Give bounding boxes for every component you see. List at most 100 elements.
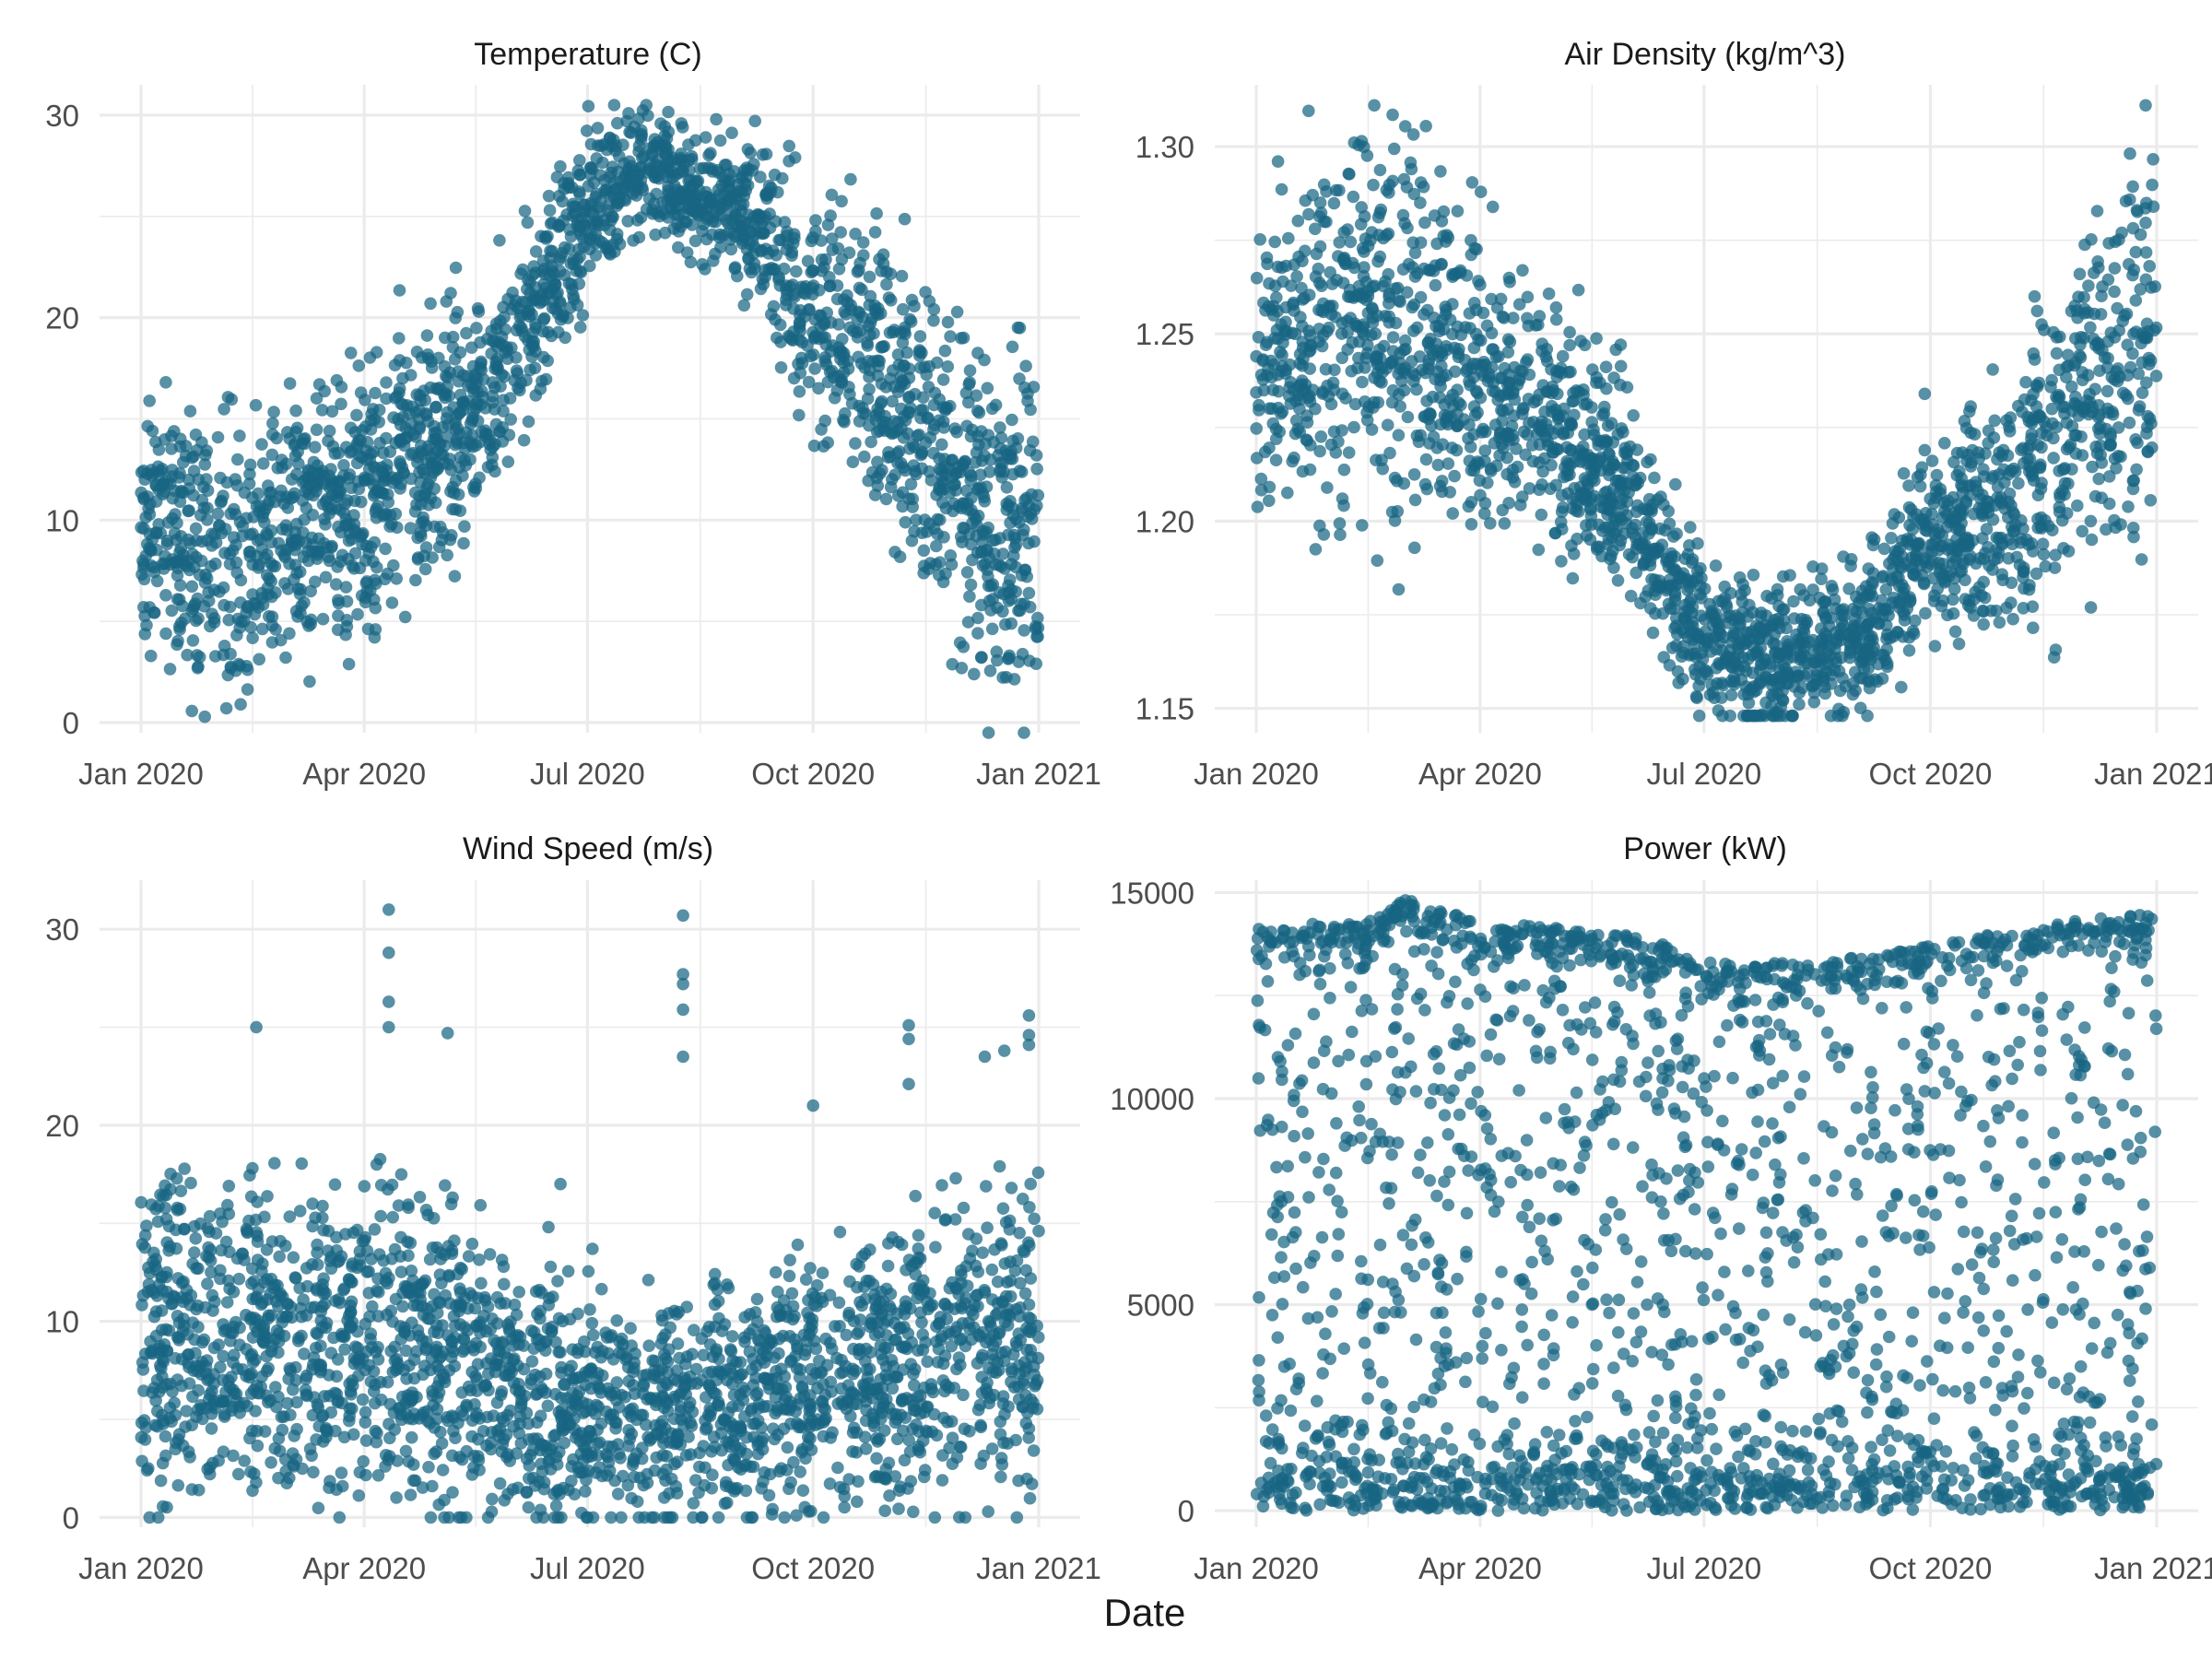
data-point [227,1449,240,1463]
data-point [1361,338,1374,352]
data-point [451,436,464,450]
data-point [2149,370,2163,382]
data-point [1006,509,1020,522]
data-point [298,595,311,609]
data-point [1566,571,1580,585]
data-point [922,381,935,394]
data-point [849,437,862,450]
data-point [1482,367,1496,381]
data-point [1317,178,1331,192]
data-point [1321,379,1334,393]
data-point [808,362,821,375]
data-point [215,526,229,540]
data-point [1837,705,1851,719]
data-point [1712,621,1726,635]
data-point [135,521,147,535]
data-point [754,282,768,296]
data-point [793,408,806,422]
data-point [387,559,400,572]
data-point [1484,517,1497,530]
data-point [1368,279,1382,293]
data-point [799,280,812,293]
data-point [771,331,783,345]
data-point [1343,168,1356,181]
data-point [1817,675,1830,688]
data-point [280,543,293,557]
data-point [1008,541,1021,554]
data-point [1473,457,1486,470]
data-point [1446,267,1459,281]
data-point [982,726,995,739]
data-point [301,472,314,485]
data-point [1472,275,1485,288]
data-point [725,191,738,204]
data-point [1471,406,1484,419]
data-point [1681,547,1695,561]
data-point [1321,481,1334,494]
data-point [1594,451,1607,465]
data-point [1833,684,1847,698]
data-point [927,423,940,436]
data-point [1329,311,1342,324]
data-point [1995,537,2009,551]
data-point [913,346,926,359]
data-point [1434,165,1447,178]
data-point [904,477,918,491]
data-point [500,352,514,366]
data-point [1565,539,1578,552]
data-point [843,1275,856,1288]
data-point [1910,554,1923,567]
data-point [1724,709,1736,723]
data-point [871,425,884,439]
data-point [1441,457,1455,470]
data-point [659,160,672,174]
data-point [404,1488,418,1501]
data-point [1660,583,1673,597]
data-point [1607,561,1620,574]
data-point [398,610,412,624]
data-point [2139,217,2152,229]
data-point [2095,491,2109,504]
data-point [263,610,276,623]
data-point [247,511,261,524]
data-point [852,350,865,364]
data-point [2108,262,2122,275]
data-point [964,578,978,592]
data-point [230,629,243,641]
data-point [1398,334,1412,347]
data-point [586,216,600,229]
data-point [1941,543,1954,556]
data-point [640,99,653,112]
data-point [1885,574,1899,587]
y-tick-label: 1.20 [1135,504,1194,538]
data-point [1406,128,1420,141]
data-point [877,340,890,353]
data-point [152,518,165,531]
data-point [1329,446,1343,459]
data-point [379,508,392,522]
data-point [2093,364,2106,378]
data-point [1948,571,1961,585]
data-point [389,436,403,450]
data-point [1435,346,1448,359]
data-point [2101,351,2114,365]
data-point [300,501,313,515]
data-point [1584,510,1598,523]
data-point [1796,622,1810,636]
data-point [1018,381,1031,394]
data-point [2112,421,2125,434]
data-point [1978,591,1992,605]
data-point [853,256,866,270]
data-point [159,627,172,641]
data-point [291,610,304,623]
data-point [2033,461,2046,474]
data-point [686,218,699,231]
data-point [2065,380,2078,394]
data-point [632,139,646,153]
data-point [1663,517,1677,531]
data-point [983,665,997,677]
data-point [255,543,269,556]
data-point [994,465,1006,478]
data-point [962,395,975,409]
data-point [1018,624,1030,637]
